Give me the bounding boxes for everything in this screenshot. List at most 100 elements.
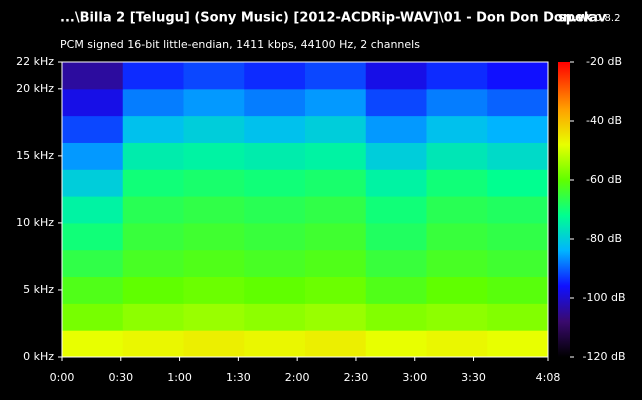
spectrum-cell xyxy=(183,196,245,224)
spectrum-cell xyxy=(305,249,367,278)
spectrum-cell xyxy=(365,249,427,278)
spectrum-cell xyxy=(62,330,124,358)
spectrum-cell xyxy=(426,142,488,170)
spectrum-cell xyxy=(122,115,184,143)
spectrum-cell xyxy=(244,62,306,90)
app-version: 0.8.2 xyxy=(595,13,620,24)
spectrum-cell xyxy=(183,115,245,143)
color-bar xyxy=(558,62,570,357)
y-tick-label: 5 kHz xyxy=(23,283,54,296)
spectrum-cell xyxy=(62,222,124,251)
spectrum-cell xyxy=(365,142,427,170)
app-name: spek xyxy=(558,11,593,26)
spectrum-cell xyxy=(183,62,245,90)
spectrum-cell xyxy=(305,88,367,117)
spectrum-cell xyxy=(487,303,549,331)
spectrum-cell xyxy=(305,115,367,143)
y-tick-label: 22 kHz xyxy=(16,55,54,68)
spectrum-cell xyxy=(426,330,488,358)
spectrum-cell xyxy=(244,169,306,197)
spectrum-cell xyxy=(305,142,367,170)
y-tick-label: 10 kHz xyxy=(16,216,54,229)
spectrum-cell xyxy=(122,249,184,278)
color-tick-label: -80 dB xyxy=(586,232,622,245)
spectrum-cell xyxy=(426,169,488,197)
spectrum-cell xyxy=(487,330,549,358)
spectrum-cell xyxy=(183,222,245,251)
x-tick-label: 2:30 xyxy=(344,371,369,384)
spectrum-cell xyxy=(487,276,549,304)
spectrum-cell xyxy=(244,142,306,170)
spectrum-cell xyxy=(183,303,245,331)
spectrum-cell xyxy=(365,330,427,358)
spectrum-cell xyxy=(122,330,184,358)
spectrum-cell xyxy=(62,142,124,170)
spectrum-cell xyxy=(62,115,124,143)
spectrum-cell xyxy=(365,276,427,304)
spectrum-cell xyxy=(62,276,124,304)
spectrogram xyxy=(62,62,549,358)
spectrum-cell xyxy=(183,249,245,278)
x-tick-label: 1:30 xyxy=(226,371,251,384)
x-tick-label: 1:00 xyxy=(167,371,192,384)
spectrum-cell xyxy=(62,196,124,224)
spectrum-cell xyxy=(305,169,367,197)
spectrum-cell xyxy=(426,303,488,331)
spectrum-cell xyxy=(426,222,488,251)
x-tick-label: 3:00 xyxy=(402,371,427,384)
plot-frame xyxy=(61,61,549,358)
color-tick-label: -60 dB xyxy=(586,173,622,186)
spectrum-cell xyxy=(426,88,488,117)
color-tick-label: -20 dB xyxy=(586,55,622,68)
spectrum-cell xyxy=(62,169,124,197)
spectrum-cell xyxy=(244,303,306,331)
spectrum-cell xyxy=(122,222,184,251)
x-tick-label: 0:30 xyxy=(108,371,133,384)
spectrum-cell xyxy=(487,142,549,170)
color-tick-label: -100 dB xyxy=(583,291,626,304)
spectrum-cell xyxy=(62,303,124,331)
spectrum-cell xyxy=(426,115,488,143)
spectrum-cell xyxy=(244,88,306,117)
spectrum-cell xyxy=(365,88,427,117)
spectrum-cell xyxy=(183,330,245,358)
spectrum-cell xyxy=(122,196,184,224)
color-tick-label: -120 dB xyxy=(583,350,626,363)
spectrum-cell xyxy=(122,303,184,331)
spectrum-cell xyxy=(62,249,124,278)
spectrum-cell xyxy=(122,142,184,170)
spectrum-cell xyxy=(244,330,306,358)
spectrum-cell xyxy=(122,62,184,90)
spectrum-cell xyxy=(122,88,184,117)
y-tick-label: 15 kHz xyxy=(16,149,54,162)
spectrum-cell xyxy=(305,196,367,224)
spectrum-cell xyxy=(183,169,245,197)
spectrum-cell xyxy=(244,196,306,224)
spectrum-cell xyxy=(426,196,488,224)
spectrum-cell xyxy=(305,303,367,331)
x-tick-label: 3:30 xyxy=(461,371,486,384)
spectrum-cell xyxy=(62,62,124,90)
spectrum-cell xyxy=(122,276,184,304)
spectrum-cell xyxy=(487,62,549,90)
spectrum-cell xyxy=(365,303,427,331)
spectrum-cell xyxy=(365,62,427,90)
spectrum-cell xyxy=(487,115,549,143)
spectrum-cell xyxy=(487,169,549,197)
spectrum-cell xyxy=(122,169,184,197)
spectrum-cell xyxy=(365,196,427,224)
spectrum-cell xyxy=(183,142,245,170)
subtitle: PCM signed 16-bit little-endian, 1411 kb… xyxy=(60,38,420,51)
x-tick-label: 2:00 xyxy=(285,371,310,384)
color-tick-label: -40 dB xyxy=(586,114,622,127)
spectrum-cell xyxy=(183,88,245,117)
x-tick-label: 0:00 xyxy=(50,371,75,384)
spectrum-cell xyxy=(305,222,367,251)
spectrum-cell xyxy=(183,276,245,304)
spectrum-cell xyxy=(487,88,549,117)
spectrum-cell xyxy=(244,115,306,143)
spectrum-cell xyxy=(365,169,427,197)
spectrum-cell xyxy=(487,196,549,224)
spectrum-cell xyxy=(244,222,306,251)
